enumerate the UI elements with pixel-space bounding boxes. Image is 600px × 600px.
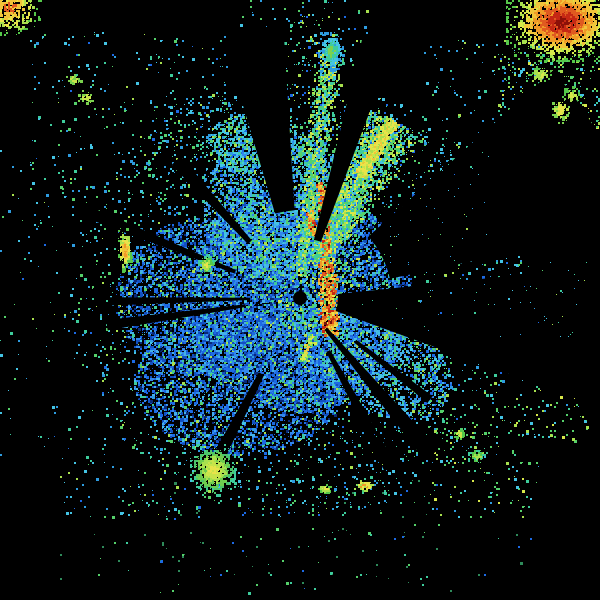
radar-echo-canvas [0,0,600,600]
radar-ppi-display [0,0,600,600]
